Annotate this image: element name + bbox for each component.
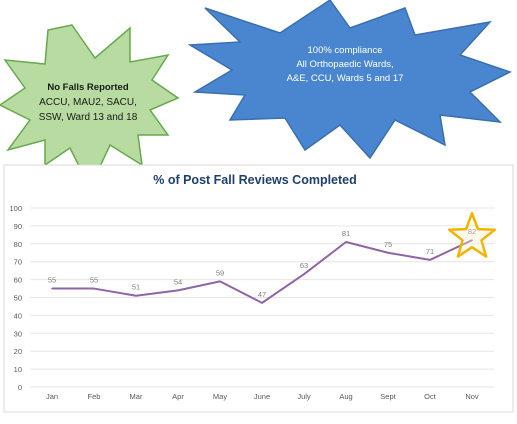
x-tick-label: Nov [465,392,479,401]
x-tick-label: July [297,392,311,401]
compliance-callout-line-1: 100% compliance [308,45,383,56]
no-falls-heading: No Falls Reported [47,82,128,93]
x-tick-label: June [254,392,270,401]
no-falls-callout: No Falls Reported ACCU, MAU2, SACU, SSW,… [0,24,180,190]
no-falls-line-2: SSW, Ward 13 and 18 [39,112,138,123]
y-tick-label: 80 [14,240,22,249]
data-point [345,241,347,243]
compliance-callout: 100% compliance All Orthopaedic Wards, A… [187,0,512,160]
data-label: 51 [132,283,140,292]
data-point [93,287,95,290]
data-label: 63 [300,261,308,270]
x-tick-label: Oct [424,392,437,401]
x-tick-label: Aug [339,392,352,401]
y-tick-label: 30 [14,329,22,338]
chart-gridlines [30,207,494,388]
data-point [219,280,221,283]
x-tick-label: May [213,392,227,401]
chart-title: % of Post Fall Reviews Completed [153,173,357,187]
data-label: 82 [468,227,476,236]
y-tick-label: 70 [14,258,22,267]
compliance-callout-line-3: A&E, CCU, Wards 5 and 17 [287,73,404,84]
y-tick-label: 40 [14,311,22,320]
y-tick-label: 100 [9,204,22,213]
y-tick-label: 20 [14,347,22,356]
data-point [261,302,263,304]
data-label: 71 [426,247,434,256]
data-label: 47 [258,290,266,299]
data-point [51,287,53,290]
x-tick-label: Sept [380,392,396,401]
blue-starburst-shape [187,0,512,160]
y-tick-label: 50 [14,294,22,303]
star-icon [447,211,497,258]
no-falls-line-1: ACCU, MAU2, SACU, [39,97,137,108]
data-label: 59 [216,268,224,277]
data-labels: 55 55 51 54 59 47 63 81 75 71 82 [48,227,476,299]
x-tick-label: Apr [172,392,184,401]
data-point [135,294,137,297]
y-axis-tick-labels: 0 10 20 30 40 50 60 70 80 90 100 [9,204,22,392]
highlight-layer [447,211,497,258]
data-point [303,273,305,276]
y-tick-label: 10 [14,365,22,374]
x-axis-tick-labels: Jan Feb Mar Apr May June July Aug Sept Oct Nov [46,392,479,401]
data-label: 81 [342,229,350,238]
series-line-layer [51,239,473,304]
data-label: 75 [384,240,392,249]
data-point [471,239,473,242]
y-tick-label: 0 [18,383,22,392]
data-label: 55 [90,276,98,285]
data-point [387,251,389,254]
y-tick-label: 60 [14,276,22,285]
data-label: 54 [174,277,182,286]
x-tick-label: Jan [46,392,58,401]
compliance-callout-line-2: All Orthopaedic Wards, [296,59,393,70]
y-tick-label: 90 [14,222,22,231]
data-label: 55 [48,276,56,285]
data-point [429,259,431,261]
x-tick-label: Mar [130,392,143,401]
x-tick-label: Feb [88,392,101,401]
data-point [177,289,179,292]
chart-panel: % of Post Fall Reviews Completed 0 10 20 30… [3,164,514,413]
